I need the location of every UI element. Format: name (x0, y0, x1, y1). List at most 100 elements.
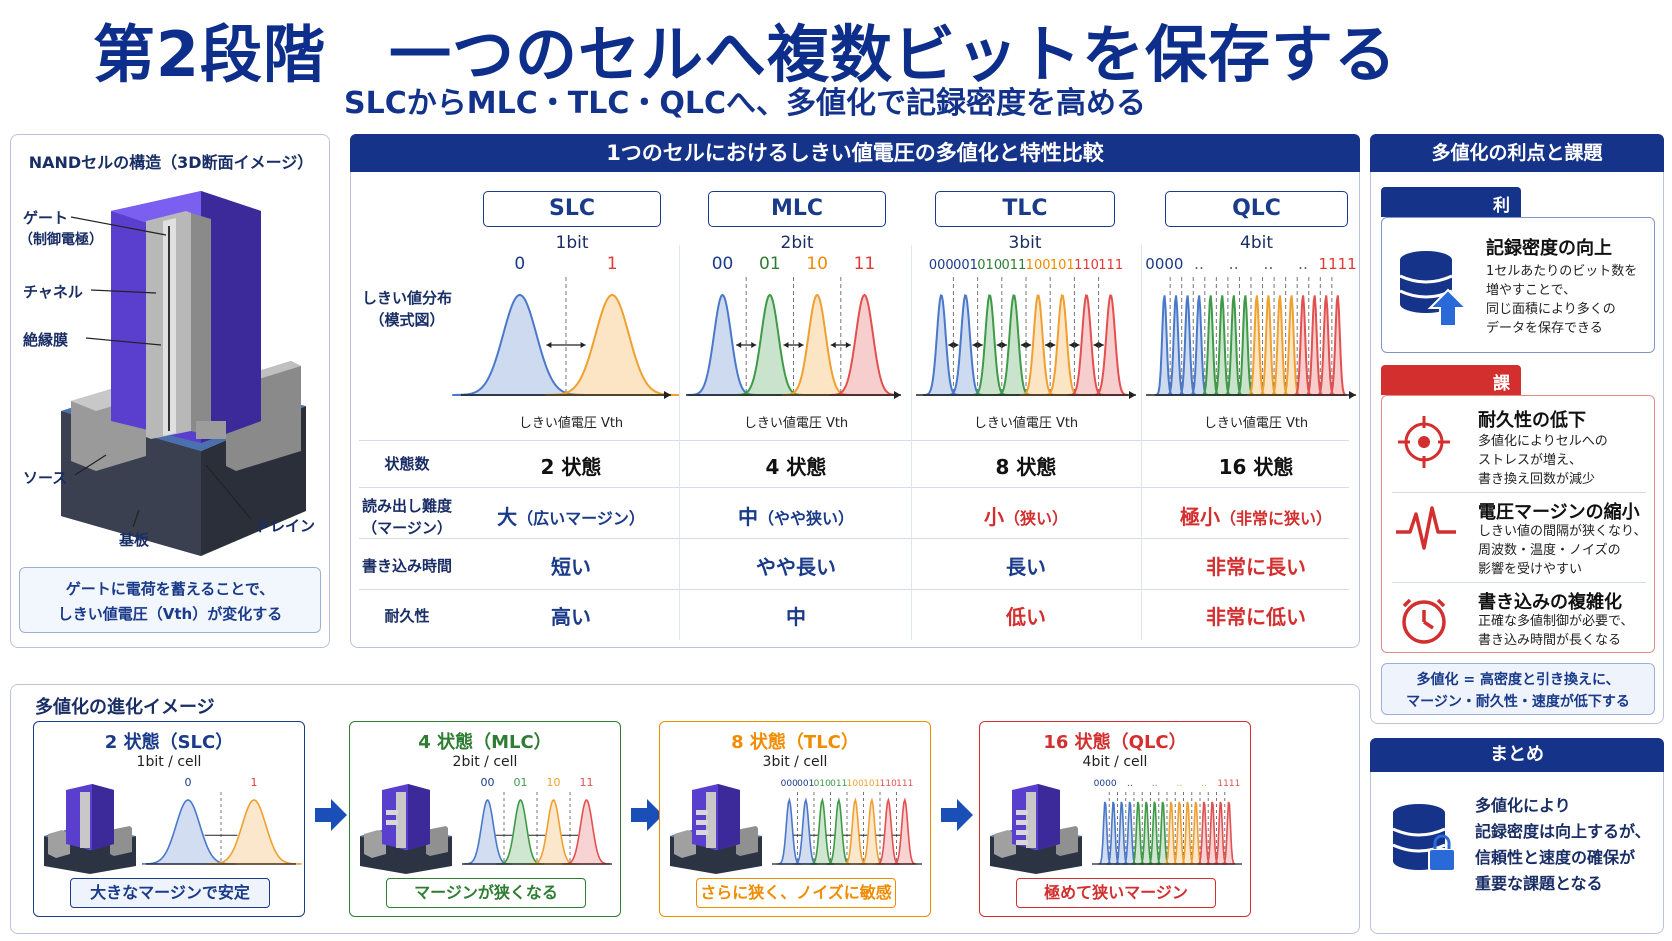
row-label-write: 書き込み時間 (361, 557, 452, 575)
col-bits-slc: 1bit (555, 233, 589, 253)
distribution-curve (1281, 295, 1301, 396)
vth-axis-arrowhead (894, 391, 901, 399)
read-slc-sub: （広いマージン） (517, 509, 645, 528)
merit-line: データを保存できる (1486, 321, 1603, 336)
evolution-panel: 多値化の進化イメージ 2 状態（SLC） 1bit / cell 0 1 大きなマージン… (10, 684, 1360, 934)
state-label: 011 (1001, 258, 1026, 273)
label-source: ソース (23, 469, 68, 487)
summary-panel: まとめ 多値化により 記録密度は向上するが、 信頼性と速度の確保が 重要な課題と… (1370, 738, 1664, 934)
mini-cell-illustration (44, 784, 136, 874)
evolution-stage-4: 16 状態（QLC） 4bit / cell 0000 ‥ ‥ ‥ ‥ 1111 極めて狭いマー… (979, 721, 1251, 917)
col-separator (1141, 245, 1142, 640)
issue-box: 耐久性の低下 多値化によりセルへの ストレスが増え、 書き換え回数が減少 電圧マ… (1381, 395, 1655, 653)
mini-cell-illustration (990, 784, 1082, 874)
col-header-qlc: QLC (1165, 191, 1348, 227)
mini-distribution: 000 001 010 011 100 101 110 111 (772, 779, 922, 865)
mini-state-label: ‥ (1176, 779, 1182, 789)
states-qlc: 16 状態 (1218, 455, 1294, 479)
margin-arrowhead (972, 342, 983, 348)
tradeoff-line1: 多値化 = 高密度と引き換えに、 (1416, 672, 1620, 688)
summary-text: 多値化により 記録密度は向上するが、 信頼性と速度の確保が 重要な課題となる (1475, 793, 1651, 897)
state-label: 010 (977, 258, 1002, 273)
merit-line: 同じ面積により多くの (1486, 302, 1616, 317)
distribution-curve (1223, 295, 1243, 396)
issue-separator (1392, 582, 1646, 583)
mini-distribution: 0000 ‥ ‥ ‥ ‥ 1111 (1092, 779, 1242, 865)
issue-separator (1392, 492, 1646, 493)
vth-axis-arrowhead (1349, 391, 1356, 399)
mini-state-label: ‥ (1127, 779, 1133, 789)
mini-curve (892, 797, 917, 865)
distribution-curve (1212, 295, 1232, 396)
merits-heading: 多値化の利点と課題 (1370, 134, 1664, 172)
mini-state-label: 1111 (1217, 779, 1240, 789)
mini-state-label: 00 (481, 776, 495, 789)
state-label: 11 (854, 254, 876, 274)
page-subtitle: SLCからMLC・TLC・QLCへ、多値化で記録密度を高める (344, 86, 1146, 121)
state-label: 01 (759, 254, 781, 274)
margin-arrowhead (830, 342, 851, 348)
evolution-heading: 多値化の進化イメージ (35, 697, 215, 718)
state-label: 1111 (1319, 255, 1357, 273)
evolution-stage-caption: 極めて狭いマージン (1016, 878, 1216, 908)
state-label: ‥ (1263, 255, 1273, 273)
merit-line: 1セルあたりのビット数を (1486, 264, 1638, 279)
issue-line: 書き換え回数が減少 (1478, 472, 1596, 487)
evolution-stage-3: 8 状態（TLC） 3bit / cell 000 001 010 011 100 101 11… (659, 721, 931, 917)
evolution-stage-1: 2 状態（SLC） 1bit / cell 0 1 大きなマージンで安定 (33, 721, 305, 917)
distribution-curve (544, 294, 680, 396)
vth-axis-arrowhead (664, 391, 671, 399)
distribution-curve (1293, 295, 1312, 396)
tradeoff-line2: マージン・耐久性・速度が低下する (1406, 694, 1630, 710)
col-separator (679, 245, 680, 640)
read-slc: 大（広いマージン） (471, 501, 671, 530)
margin-arrowhead (1093, 342, 1104, 348)
states-tlc: 8 状態 (995, 455, 1057, 479)
pulse-icon (1396, 506, 1456, 550)
mini-state-label: ‥ (1201, 779, 1207, 789)
mini-state-label: 101 (863, 779, 880, 789)
distribution-curve (829, 293, 899, 396)
row-separator (359, 440, 1349, 441)
nand-structure-panel: NANDセルの構造（3D断面イメージ） ゲート （制御電極） チャネル 絶縁膜 … (10, 134, 330, 648)
summary-heading: まとめ (1370, 738, 1664, 772)
evolution-stage-title: 2 状態（SLC） (104, 732, 234, 753)
issue-tag: 課題 (1381, 365, 1521, 419)
col-separator (911, 245, 912, 640)
state-label: 1 (607, 254, 618, 274)
mini-cell-illustration (670, 784, 762, 874)
merit-tag-label: 利点 (1493, 196, 1510, 241)
distribution-curve (1327, 295, 1347, 396)
mini-state-label: 0 (185, 776, 192, 789)
mini-state-label: 1 (251, 776, 258, 789)
mini-state-label: 010 (814, 779, 831, 789)
read-tlc: 小（狭い） (926, 501, 1126, 530)
row-label-distribution: しきい値分布 (361, 289, 452, 307)
issue-1-text: 多値化によりセルへの ストレスが増え、 書き換え回数が減少 (1478, 432, 1608, 489)
evolution-stage-title: 4 状態（MLC） (418, 732, 552, 753)
summary-line: 多値化により (1475, 796, 1571, 815)
write-mlc: やや長い (756, 555, 836, 579)
mini-state-label: 111 (896, 779, 913, 789)
issue-line: 正確な多値制御が必要で、 (1478, 614, 1634, 629)
issue-line: 周波数・温度・ノイズの (1478, 543, 1621, 558)
row-label-states: 状態数 (384, 455, 430, 473)
margin-arrowhead (1020, 342, 1032, 348)
distribution-curve (1166, 295, 1185, 396)
distribution-curve (1189, 295, 1208, 396)
write-qlc: 非常に長い (1206, 555, 1306, 579)
merit-title: 記録密度の向上 (1486, 238, 1612, 259)
state-label: 0 (514, 254, 525, 274)
read-qlc-main: 極小 (1179, 505, 1220, 529)
col-header-tlc: TLC (935, 191, 1115, 227)
comparison-panel: 1つのセルにおけるしきい値電圧の多値化と特性比較 しきい値分布 （模式図） 状態… (350, 134, 1360, 648)
margin-arrowhead (783, 342, 804, 348)
state-label: 0000 (1145, 255, 1183, 273)
threshold-distribution-charts: 0 1 00 01 10 11 000 001 010 011 100 101 110 111 0000 ‥ ‥… (452, 254, 1357, 399)
distribution-8-states: 000 001 010 011 100 101 110 111 (916, 258, 1136, 399)
issue-line: 多値化によりセルへの (1478, 434, 1608, 449)
distribution-curve (1177, 295, 1197, 396)
page-title: 第2段階 一つのセルへ複数ビットを保存する (92, 18, 1398, 91)
row-label-distribution-sub: （模式図） (369, 311, 445, 329)
margin-arrowhead (948, 342, 959, 348)
